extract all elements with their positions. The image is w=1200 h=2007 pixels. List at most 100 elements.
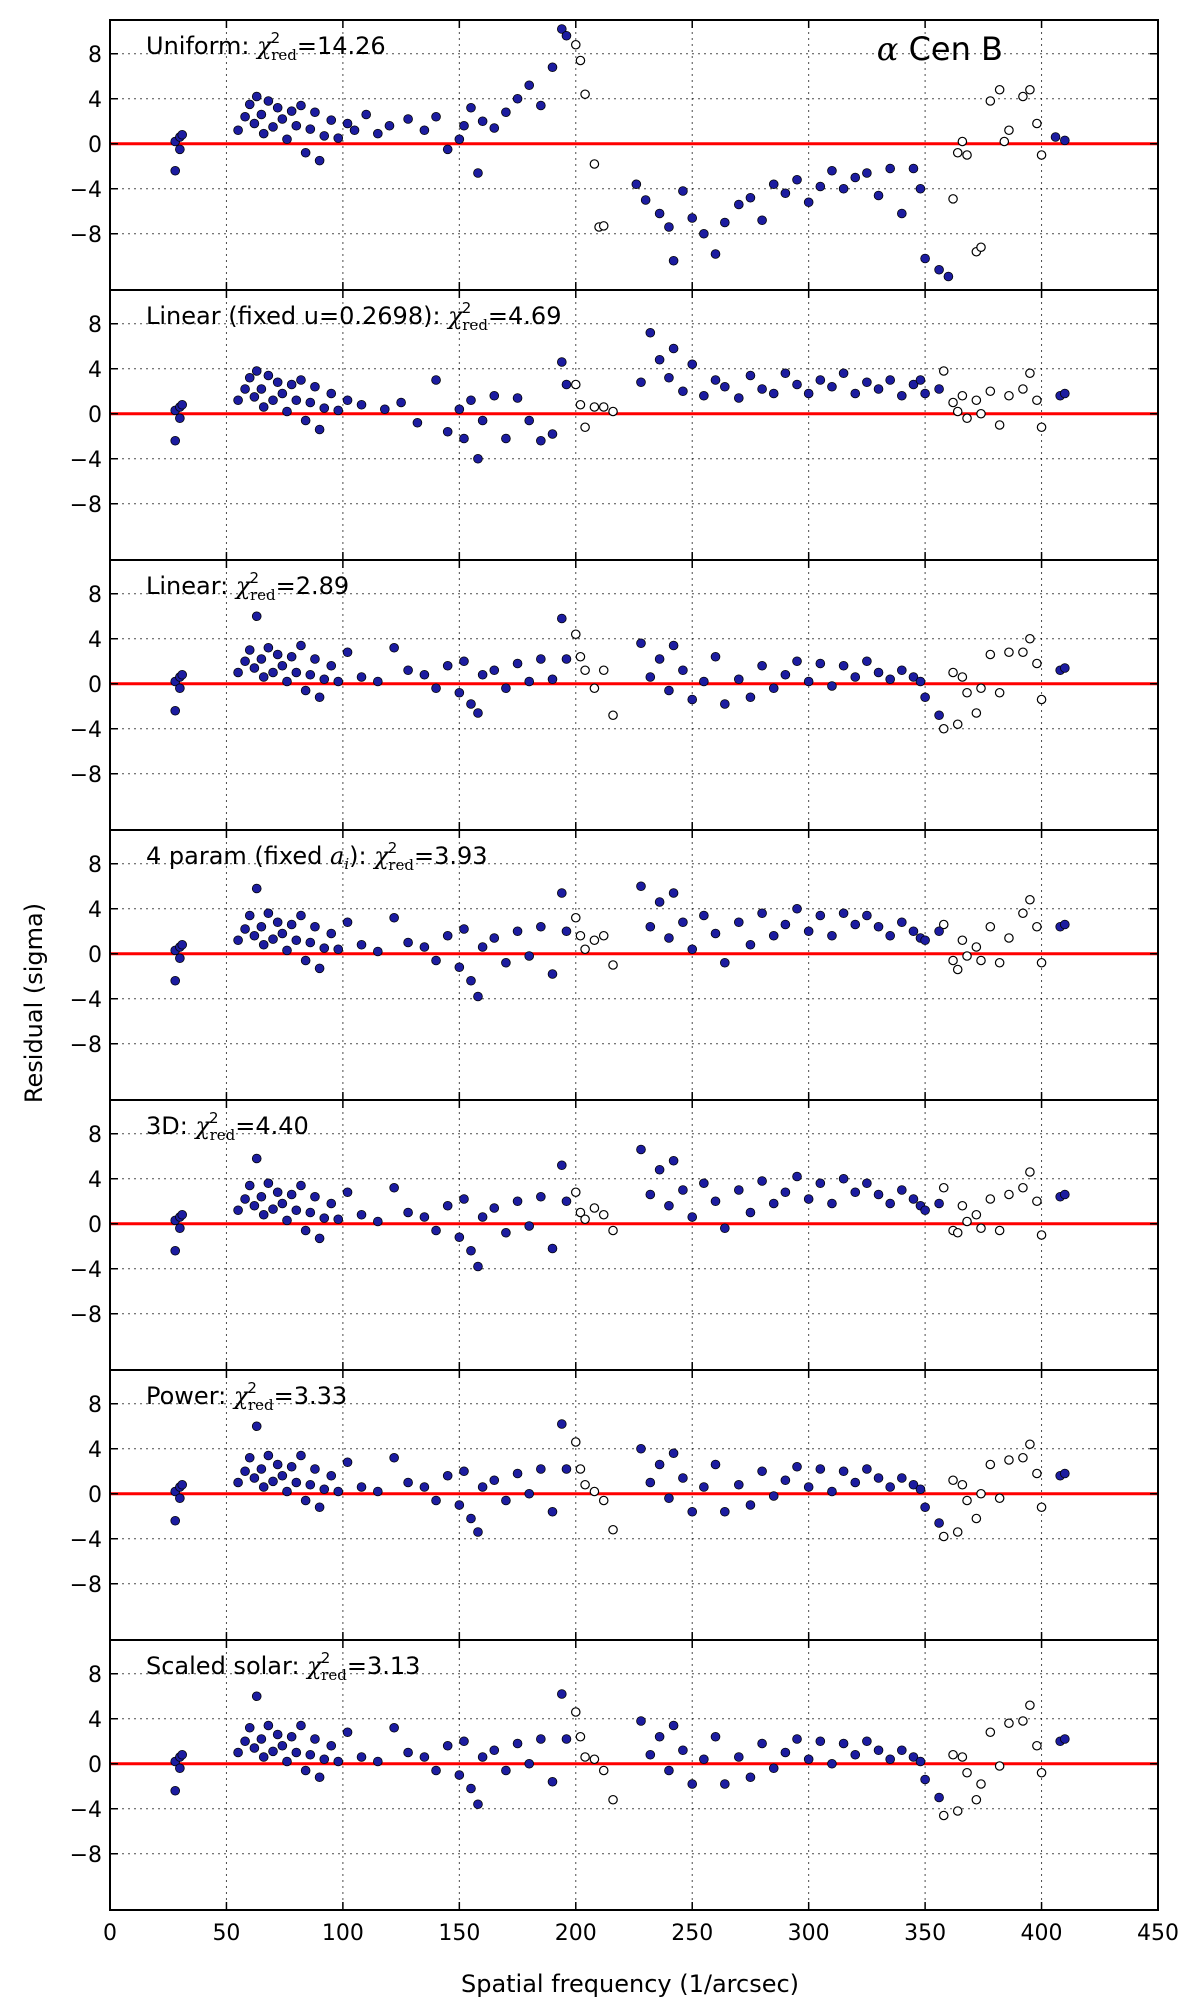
data-point bbox=[314, 1772, 325, 1783]
data-point bbox=[1060, 1468, 1070, 1479]
excluded-point bbox=[985, 649, 996, 660]
data-point bbox=[412, 417, 423, 428]
data-point bbox=[710, 1459, 721, 1470]
data-point bbox=[177, 129, 187, 140]
data-point bbox=[803, 1482, 814, 1492]
data-point bbox=[396, 397, 406, 408]
data-point bbox=[524, 1488, 534, 1499]
y-tick-label: 4 bbox=[88, 628, 102, 653]
excluded-point bbox=[1032, 1196, 1042, 1207]
excluded-point bbox=[952, 1227, 963, 1238]
excluded-point bbox=[994, 84, 1005, 95]
data-point bbox=[431, 1225, 441, 1236]
data-point bbox=[356, 939, 367, 950]
data-point bbox=[710, 375, 721, 385]
excluded-point bbox=[608, 406, 618, 417]
excluded-point bbox=[976, 955, 986, 966]
data-point bbox=[286, 1189, 297, 1200]
data-point bbox=[897, 208, 907, 219]
data-point bbox=[233, 395, 243, 406]
data-point bbox=[305, 937, 316, 948]
data-point bbox=[524, 80, 534, 91]
y-tick-label: 8 bbox=[88, 313, 102, 338]
excluded-point bbox=[1025, 84, 1035, 95]
data-point bbox=[815, 375, 826, 385]
data-point bbox=[873, 190, 884, 201]
data-point bbox=[431, 683, 441, 694]
data-point bbox=[897, 917, 907, 928]
data-point bbox=[244, 372, 255, 383]
data-point bbox=[342, 647, 353, 658]
data-point bbox=[240, 1736, 250, 1747]
data-point bbox=[664, 222, 674, 232]
excluded-point bbox=[1025, 894, 1035, 905]
data-point bbox=[757, 1738, 767, 1749]
excluded-point bbox=[1004, 390, 1014, 401]
excluded-point bbox=[1018, 1452, 1028, 1463]
data-point bbox=[733, 1752, 744, 1762]
data-point bbox=[885, 1754, 895, 1765]
data-point bbox=[668, 1720, 679, 1731]
data-point bbox=[897, 1473, 907, 1483]
data-point bbox=[489, 933, 500, 943]
data-point bbox=[862, 1464, 872, 1474]
excluded-point bbox=[1025, 1167, 1035, 1177]
excluded-point bbox=[971, 708, 982, 718]
excluded-point bbox=[589, 1486, 600, 1497]
data-point bbox=[256, 1191, 267, 1202]
data-point bbox=[915, 375, 926, 385]
data-point bbox=[454, 687, 465, 698]
data-point bbox=[838, 368, 849, 379]
data-point bbox=[286, 651, 297, 662]
data-point bbox=[286, 1461, 297, 1472]
data-point bbox=[305, 1207, 316, 1218]
data-point bbox=[454, 1770, 465, 1780]
data-point bbox=[780, 919, 791, 930]
y-tick-label: 4 bbox=[88, 1708, 102, 1733]
data-point bbox=[333, 1756, 344, 1767]
data-point bbox=[920, 1774, 930, 1785]
data-point bbox=[827, 930, 837, 941]
data-point bbox=[687, 694, 698, 705]
y-tick-label: −4 bbox=[70, 988, 102, 1013]
data-point bbox=[244, 1452, 255, 1463]
data-point bbox=[943, 271, 954, 282]
data-point bbox=[310, 107, 320, 118]
data-point bbox=[373, 676, 383, 687]
data-point bbox=[536, 654, 546, 664]
data-point bbox=[780, 368, 791, 379]
data-point bbox=[862, 168, 872, 178]
excluded-point bbox=[589, 683, 600, 694]
data-point bbox=[291, 395, 302, 406]
data-point bbox=[687, 213, 698, 223]
data-point bbox=[1060, 388, 1070, 399]
data-point bbox=[277, 660, 288, 671]
data-point bbox=[838, 183, 849, 194]
x-tick-label: 0 bbox=[103, 1921, 117, 1946]
data-point bbox=[720, 957, 730, 968]
data-point bbox=[745, 370, 756, 381]
data-point bbox=[258, 1752, 269, 1762]
data-point bbox=[645, 1749, 656, 1760]
data-point bbox=[170, 1785, 181, 1796]
data-point bbox=[454, 404, 465, 415]
data-point bbox=[305, 397, 316, 408]
data-point bbox=[885, 674, 895, 685]
data-point bbox=[501, 957, 511, 968]
data-point bbox=[664, 1200, 674, 1211]
data-point bbox=[915, 1756, 926, 1767]
data-point bbox=[282, 1756, 292, 1767]
data-point bbox=[251, 91, 262, 102]
data-point bbox=[862, 377, 872, 388]
excluded-point bbox=[962, 687, 972, 698]
data-point bbox=[310, 1191, 320, 1202]
data-point bbox=[291, 1747, 302, 1758]
data-point bbox=[310, 1734, 320, 1744]
y-axis-title: Residual (sigma) bbox=[20, 903, 48, 1103]
data-point bbox=[838, 1466, 849, 1477]
data-point bbox=[314, 692, 325, 703]
data-point bbox=[792, 1734, 802, 1744]
excluded-point bbox=[575, 1731, 586, 1742]
data-point bbox=[792, 656, 802, 667]
